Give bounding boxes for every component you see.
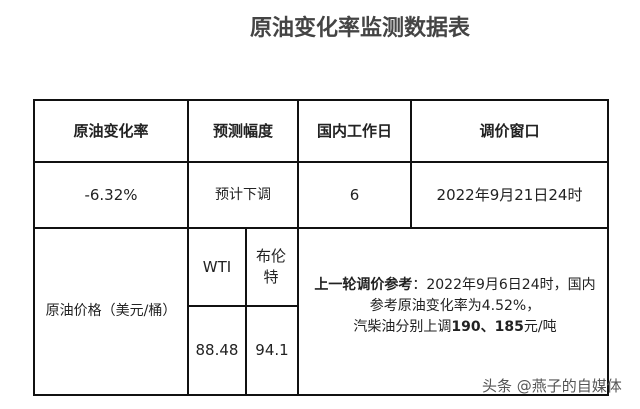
page-title: 原油变化率监测数据表 — [249, 16, 470, 41]
header-workdays: 国内工作日 — [316, 121, 392, 140]
brent-label: 布伦特 — [255, 247, 286, 286]
reference-label: 上一轮调价参考 — [314, 277, 413, 293]
header-change-rate: 原油变化率 — [73, 121, 149, 140]
workdays-value: 6 — [349, 185, 360, 204]
reference-line3: 汽柴油分别上调190、185元/吨 — [353, 319, 557, 335]
header-window: 调价窗口 — [479, 121, 540, 140]
reference-line2: 参考原油变化率为4.52%， — [369, 298, 541, 314]
window-value: 2022年9月21日24时 — [436, 185, 583, 204]
watermark: 头条 @燕子的自媒体 — [482, 377, 622, 395]
reference-note: 上一轮调价参考：2022年9月6日24时，国内 参考原油变化率为4.52%， 汽… — [310, 229, 600, 394]
wti-label: WTI — [202, 257, 232, 276]
change-rate-value: -6.32% — [84, 185, 138, 204]
brent-value: 94.1 — [255, 341, 289, 359]
price-label: 原油价格（美元/桶） — [45, 303, 177, 319]
forecast-value: 预计下调 — [215, 186, 271, 203]
wti-value: 88.48 — [195, 341, 239, 359]
header-forecast: 预测幅度 — [212, 121, 273, 140]
reference-line1: ：2022年9月6日24时，国内 — [412, 277, 596, 293]
